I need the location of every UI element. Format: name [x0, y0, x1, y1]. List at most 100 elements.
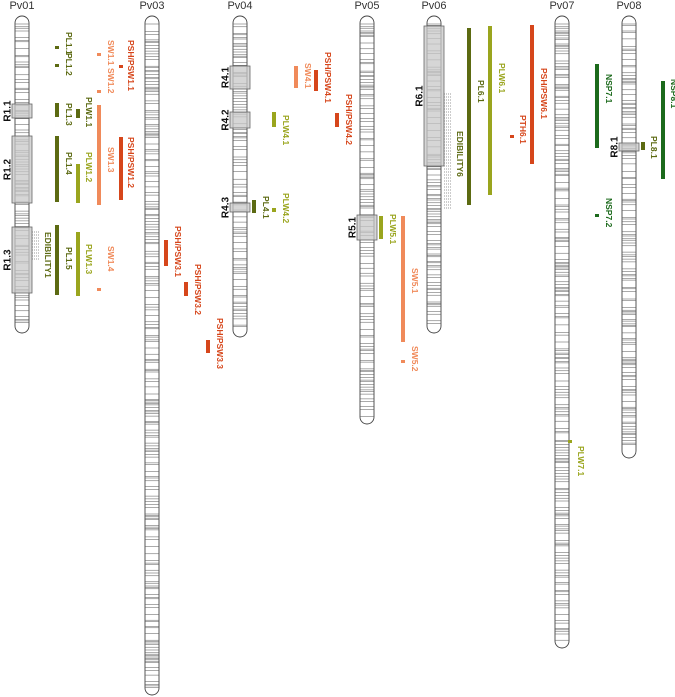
qtl-bar: [568, 440, 572, 443]
qtl-label: PLW5.1: [388, 214, 398, 245]
region-r1-1: R1.1: [3, 100, 33, 122]
qtl-bar: [55, 103, 59, 117]
qtl-sw1-4: SW1.4: [97, 246, 116, 291]
qtl-marker-dots: [444, 93, 452, 209]
region-label: R4.3: [221, 197, 232, 219]
region-label: R1.1: [3, 100, 14, 122]
region-box: [423, 25, 445, 167]
qtl-sw1-3: SW1.3: [97, 105, 116, 205]
region-box: [11, 226, 33, 294]
chromosome-title: Pv06: [421, 0, 446, 12]
chromosome-title: Pv01: [9, 0, 34, 12]
qtl-bar: [661, 81, 665, 179]
region-box: [229, 111, 251, 129]
marker-lines: [145, 23, 159, 688]
region-box: [229, 65, 251, 90]
qtl-sw4-1: SW4.1: [294, 63, 313, 89]
qtl-bar: [641, 142, 645, 150]
chromosome-body: [232, 15, 248, 338]
qtl-pl8-1: PL8.1: [641, 136, 659, 159]
qtl-bar: [97, 53, 101, 56]
qtl-label: PLW7.1: [576, 446, 586, 477]
qtl-sw1-1: SW1.1: [97, 40, 116, 66]
qtl-sw1-2: SW1.2: [97, 68, 116, 94]
qtl-label: PSH/PSW4.2: [344, 94, 354, 145]
chromosome-title: Pv03: [139, 0, 164, 12]
qtl-bar: [595, 214, 599, 217]
qtl-bar: [467, 28, 471, 205]
qtl-bar: [488, 26, 492, 195]
chromosome-title: Pv07: [549, 0, 574, 12]
qtl-label: EDIBILITY6: [455, 131, 465, 177]
qtl-label: PL8.1: [649, 136, 659, 159]
qtl-psh-psw1-2: PSH/PSW1.2: [119, 137, 136, 200]
region-label: R6.1: [415, 85, 426, 107]
qtl-label: PSH/PSW3.2: [193, 264, 203, 315]
qtl-bar: [119, 65, 123, 68]
region-label: R8.1: [610, 136, 621, 158]
qtl-bar: [379, 216, 383, 239]
qtl-label: SW1.1: [106, 40, 116, 66]
chromosome-body: [554, 15, 570, 649]
qtl-pl1-1: PL1.1: [55, 32, 74, 55]
qtl-bar: [530, 25, 534, 164]
qtl-bar: [206, 340, 210, 353]
qtl-bar: [55, 136, 59, 202]
qtl-psh-psw3-3: PSH/PSW3.3: [206, 318, 225, 369]
region-r4-1: R4.1: [221, 65, 251, 90]
qtl-sw5-2: SW5.2: [401, 346, 420, 372]
qtl-bar: [76, 164, 80, 203]
qtl-bar: [272, 112, 276, 127]
qtl-psh-psw4-1: PSH/PSW4.1: [314, 52, 333, 103]
chromosome-pv03: Pv03: [139, 0, 165, 696]
chromosome-title: Pv05: [354, 0, 379, 12]
qtl-plw6-1: PLW6.1: [488, 26, 507, 195]
qtl-label: PLW6.1: [497, 63, 507, 94]
qtl-label: NSP7.2: [604, 198, 614, 228]
qtl-bar: [294, 66, 298, 88]
chromosome-title: Pv04: [227, 0, 252, 12]
qtl-pl1-2: PL1.2: [55, 53, 74, 76]
region-label: R5.1: [348, 217, 359, 239]
qtl-label: PSH/PSW3.1: [173, 226, 183, 277]
qtl-label: NSP8.1: [669, 79, 675, 109]
qtl-pl1-4: PL1.4: [55, 136, 74, 202]
qtl-label: PL1.3: [64, 103, 74, 126]
qtl-nsp7-2: NSP7.2: [595, 198, 614, 228]
qtl-label: SW5.1: [410, 268, 420, 294]
chromosomes-layer: Pv01 Pv03 Pv04 Pv05 Pv06 Pv07 Pv08 R1.1 R1.2 R1.3…: [3, 0, 642, 696]
qtl-label: PLW4.1: [281, 115, 291, 146]
qtl-label: PL1.4: [64, 152, 74, 175]
qtl-label: SW4.1: [303, 63, 313, 89]
qtl-pl1-5: PL1.5: [55, 225, 74, 295]
marker-lines: [622, 23, 636, 445]
qtl-label: PL6.1: [476, 80, 486, 103]
chromosome-body: [621, 15, 637, 459]
qtl-bar: [76, 232, 80, 296]
region-r5-1: R5.1: [348, 214, 378, 241]
qtl-label: PSH/PSW1.1: [126, 40, 136, 91]
qtl-plw1-2: PLW1.2: [76, 152, 94, 203]
qtl-bar: [335, 113, 339, 127]
qtl-label: PSH/PSW6.1: [539, 68, 549, 119]
qtl-plw7-1: PLW7.1: [568, 440, 586, 477]
qtl-psh-psw1-1: PSH/PSW1.1: [119, 40, 136, 91]
qtl-sw5-1: SW5.1: [401, 216, 420, 342]
qtl-bar: [97, 288, 101, 291]
region-r1-2: R1.2: [3, 135, 33, 204]
qtl-label: PTH6.1: [518, 115, 528, 144]
chromosome-pv05: Pv05: [354, 0, 380, 425]
region-box: [356, 214, 378, 241]
region-r4-2: R4.2: [221, 109, 251, 131]
qtl-label: PL4.1: [261, 196, 271, 219]
qtl-psh-psw3-2: PSH/PSW3.2: [184, 264, 203, 315]
qtl-pl6-1: PL6.1: [467, 28, 486, 205]
qtl-bar: [272, 208, 276, 212]
qtl-bar: [510, 135, 514, 138]
qtl-psh-psw3-1: PSH/PSW3.1: [164, 226, 183, 277]
region-box: [11, 135, 33, 204]
marker-lines: [360, 23, 374, 417]
qtl-pl1-3: PL1.3: [55, 103, 74, 126]
